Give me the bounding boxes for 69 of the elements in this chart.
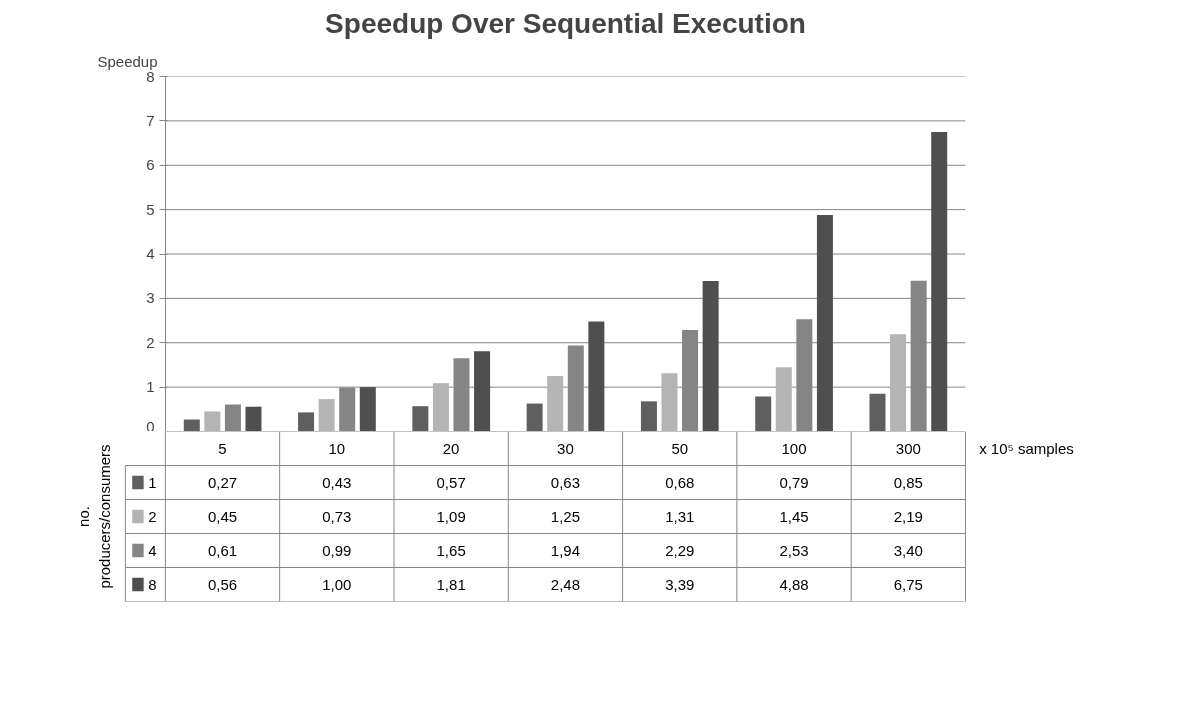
data-label: 0,73 — [322, 507, 352, 525]
y-tick-label: 0 — [146, 417, 155, 435]
data-label: 1,45 — [779, 507, 809, 525]
legend-title: no. producers/consumers — [75, 444, 113, 589]
bar — [775, 367, 792, 431]
bar — [474, 351, 491, 431]
y-tick-label: 2 — [146, 333, 155, 351]
bar — [298, 412, 315, 431]
chart-title: Speedup Over Sequential Execution — [325, 7, 806, 39]
data-label: 2,53 — [779, 541, 809, 559]
data-label: 0,68 — [665, 473, 695, 491]
y-tick-label: 5 — [146, 200, 155, 218]
data-label: 3,39 — [665, 575, 695, 593]
bar — [702, 281, 719, 431]
data-label: 2,19 — [893, 507, 923, 525]
y-tick-label: 3 — [146, 289, 155, 307]
data-label: 2,29 — [665, 541, 695, 559]
data-label: 6,75 — [893, 575, 923, 593]
bar — [890, 334, 907, 431]
data-label: 2,48 — [550, 575, 581, 593]
data-label: 1,31 — [665, 507, 695, 525]
data-label: 4,88 — [779, 575, 809, 593]
data-label: 0,43 — [322, 473, 352, 491]
data-label: 0,99 — [322, 541, 352, 559]
x-tick-label: 30 — [557, 439, 574, 457]
bar — [318, 399, 335, 431]
data-label: 0,57 — [436, 473, 466, 491]
x-tick-label: 50 — [671, 439, 689, 457]
bar — [204, 411, 221, 431]
data-label: 0,45 — [207, 507, 238, 525]
y-axis-title: Speedup — [97, 52, 158, 70]
bar — [359, 387, 376, 431]
data-label: 3,40 — [893, 541, 923, 559]
bar — [931, 131, 948, 431]
bar — [755, 396, 772, 431]
bar — [640, 401, 657, 431]
data-label: 0,61 — [207, 541, 238, 559]
bar — [547, 376, 564, 431]
data-label: 0,56 — [207, 575, 238, 593]
bar — [661, 373, 678, 431]
y-tick-label: 4 — [146, 245, 155, 262]
bar — [183, 419, 200, 431]
x-tick-label: 10 — [328, 439, 346, 457]
data-label: 1,65 — [436, 541, 466, 559]
bar — [869, 393, 886, 431]
y-tick-label: 7 — [146, 111, 155, 129]
x-tick-label: 300 — [895, 439, 921, 457]
data-label: 1,25 — [550, 507, 581, 525]
x-tick-label: 100 — [781, 439, 807, 457]
bar — [432, 383, 449, 431]
data-label: 0,27 — [207, 473, 238, 491]
data-label: 1,09 — [436, 507, 466, 525]
bar — [412, 406, 429, 431]
bar — [588, 321, 605, 431]
x-tick-label: 20 — [442, 439, 460, 457]
x-tick-label: 5 — [218, 439, 227, 457]
data-label: 1,00 — [322, 575, 352, 593]
data-label: 1,94 — [550, 541, 581, 559]
data-label: 0,63 — [550, 473, 581, 491]
bar — [816, 214, 833, 431]
bar — [224, 404, 241, 431]
y-tick-label: 1 — [146, 378, 155, 396]
y-tick-label: 6 — [146, 156, 155, 174]
x-axis-title: x 10⁵ samples — [979, 440, 1074, 457]
bar — [245, 406, 262, 431]
data-label: 1,81 — [436, 575, 466, 593]
data-label: 0,85 — [893, 473, 923, 491]
bar — [526, 403, 543, 431]
data-label: 0,79 — [779, 473, 809, 491]
